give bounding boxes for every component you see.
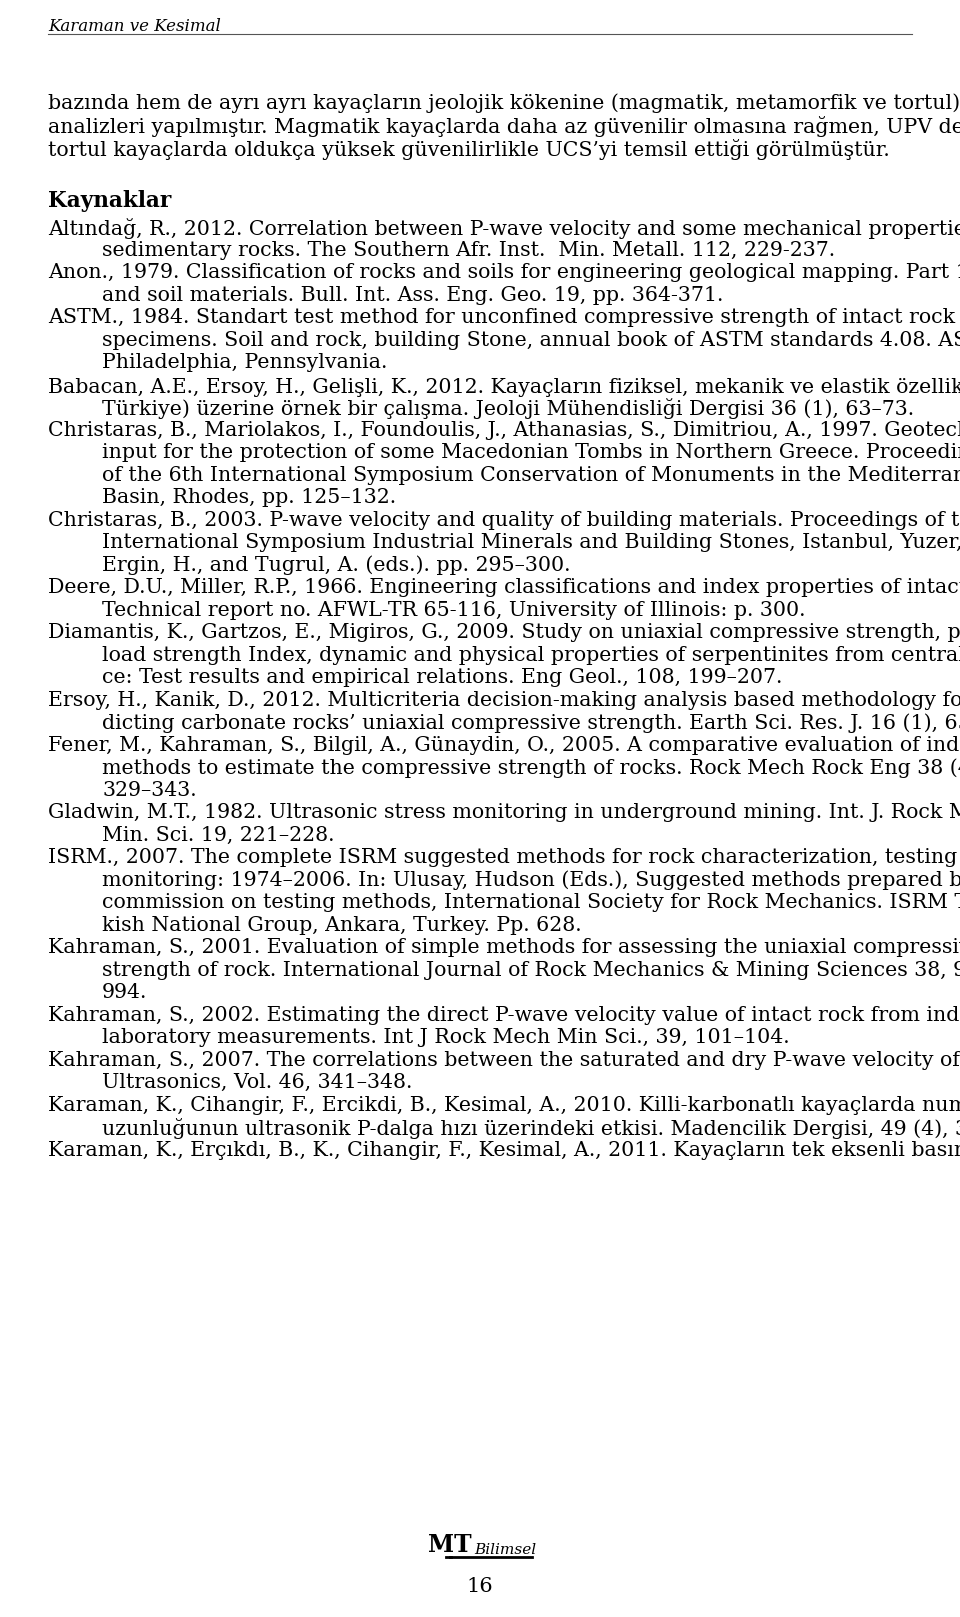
Text: load strength Index, dynamic and physical properties of serpentinites from centr: load strength Index, dynamic and physica… — [102, 645, 960, 665]
Text: monitoring: 1974–2006. In: Ulusay, Hudson (Eds.), Suggested methods prepared by : monitoring: 1974–2006. In: Ulusay, Hudso… — [102, 870, 960, 891]
Text: Altındağ, R., 2012. Correlation between P-wave velocity and some mechanical prop: Altındağ, R., 2012. Correlation between … — [48, 218, 960, 239]
Text: Basin, Rhodes, pp. 125–132.: Basin, Rhodes, pp. 125–132. — [102, 488, 396, 508]
Text: MT: MT — [428, 1533, 472, 1557]
Text: strength of rock. International Journal of Rock Mechanics & Mining Sciences 38, : strength of rock. International Journal … — [102, 960, 960, 980]
Text: Philadelphia, Pennsylvania.: Philadelphia, Pennsylvania. — [102, 353, 388, 372]
Text: Kahraman, S., 2001. Evaluation of simple methods for assessing the uniaxial comp: Kahraman, S., 2001. Evaluation of simple… — [48, 938, 960, 957]
Text: Kaynaklar: Kaynaklar — [48, 191, 171, 212]
Text: Ultrasonics, Vol. 46, 341–348.: Ultrasonics, Vol. 46, 341–348. — [102, 1074, 413, 1091]
Text: Anon., 1979. Classification of rocks and soils for engineering geological mappin: Anon., 1979. Classification of rocks and… — [48, 264, 960, 281]
Text: and soil materials. Bull. Int. Ass. Eng. Geo. 19, pp. 364-371.: and soil materials. Bull. Int. Ass. Eng.… — [102, 286, 724, 304]
Text: Bilimsel: Bilimsel — [474, 1543, 536, 1557]
Text: uzunluğunun ultrasonik P-dalga hızı üzerindeki etkisi. Madencilik Dergisi, 49 (4: uzunluğunun ultrasonik P-dalga hızı üzer… — [102, 1117, 960, 1138]
Text: ISRM., 2007. The complete ISRM suggested methods for rock characterization, test: ISRM., 2007. The complete ISRM suggested… — [48, 847, 960, 867]
Text: of the 6th International Symposium Conservation of Monuments in the Mediterranea: of the 6th International Symposium Conse… — [102, 466, 960, 485]
Text: input for the protection of some Macedonian Tombs in Northern Greece. Proceeding: input for the protection of some Macedon… — [102, 443, 960, 462]
Text: dicting carbonate rocks’ uniaxial compressive strength. Earth Sci. Res. J. 16 (1: dicting carbonate rocks’ uniaxial compre… — [102, 713, 960, 733]
Text: Karaman ve Kesimal: Karaman ve Kesimal — [48, 18, 221, 36]
Text: Babacan, A.E., Ersoy, H., Gelişli, K., 2012. Kayaçların fiziksel, mekanik ve ela: Babacan, A.E., Ersoy, H., Gelişli, K., 2… — [48, 375, 960, 396]
Text: Karaman, K., Cihangir, F., Ercikdi, B., Kesimal, A., 2010. Killi-karbonatlı kaya: Karaman, K., Cihangir, F., Ercikdi, B., … — [48, 1096, 960, 1114]
Text: Ergin, H., and Tugrul, A. (eds.). pp. 295–300.: Ergin, H., and Tugrul, A. (eds.). pp. 29… — [102, 556, 570, 576]
Text: Christaras, B., 2003. P-wave velocity and quality of building materials. Proceed: Christaras, B., 2003. P-wave velocity an… — [48, 511, 960, 529]
Text: laboratory measurements. Int J Rock Mech Min Sci., 39, 101–104.: laboratory measurements. Int J Rock Mech… — [102, 1028, 790, 1048]
Text: Fener, M., Kahraman, S., Bilgil, A., Günaydin, O., 2005. A comparative evaluatio: Fener, M., Kahraman, S., Bilgil, A., Gün… — [48, 736, 960, 755]
Text: 329–343.: 329–343. — [102, 781, 197, 799]
Text: kish National Group, Ankara, Turkey. Pp. 628.: kish National Group, Ankara, Turkey. Pp.… — [102, 915, 582, 935]
Text: Kahraman, S., 2007. The correlations between the saturated and dry P-wave veloci: Kahraman, S., 2007. The correlations bet… — [48, 1051, 960, 1069]
Text: Deere, D.U., Miller, R.P., 1966. Engineering classifications and index propertie: Deere, D.U., Miller, R.P., 1966. Enginee… — [48, 577, 960, 597]
Text: International Symposium Industrial Minerals and Building Stones, Istanbul, Yuzer: International Symposium Industrial Miner… — [102, 534, 960, 551]
Text: ASTM., 1984. Standart test method for unconfined compressive strength of intact : ASTM., 1984. Standart test method for un… — [48, 307, 960, 327]
Text: 994.: 994. — [102, 983, 148, 1003]
Text: tortul kayaçlarda oldukça yüksek güvenilirlikle UCS’yi temsil ettiği görülmüştür: tortul kayaçlarda oldukça yüksek güvenil… — [48, 139, 890, 160]
Text: Türkiye) üzerine örnek bir çalışma. Jeoloji Mühendisliği Dergisi 36 (1), 63–73.: Türkiye) üzerine örnek bir çalışma. Jeol… — [102, 398, 914, 419]
Text: Technical report no. AFWL-TR 65-116, University of Illinois: p. 300.: Technical report no. AFWL-TR 65-116, Uni… — [102, 600, 805, 619]
Text: Min. Sci. 19, 221–228.: Min. Sci. 19, 221–228. — [102, 826, 334, 844]
Text: ce: Test results and empirical relations. Eng Geol., 108, 199–207.: ce: Test results and empirical relations… — [102, 668, 782, 687]
Text: analizleri yapılmıştır. Magmatik kayaçlarda daha az güvenilir olmasına rağmen, U: analizleri yapılmıştır. Magmatik kayaçla… — [48, 116, 960, 137]
Text: bazında hem de ayrı ayrı kayaçların jeolojik kökenine (magmatik, metamorfik ve t: bazında hem de ayrı ayrı kayaçların jeol… — [48, 94, 960, 113]
Text: methods to estimate the compressive strength of rocks. Rock Mech Rock Eng 38 (4): methods to estimate the compressive stre… — [102, 758, 960, 778]
Text: specimens. Soil and rock, building Stone, annual book of ASTM standards 4.08. AS: specimens. Soil and rock, building Stone… — [102, 330, 960, 349]
Text: 16: 16 — [467, 1577, 493, 1596]
Text: sedimentary rocks. The Southern Afr. Inst.  Min. Metall. 112, 229-237.: sedimentary rocks. The Southern Afr. Ins… — [102, 241, 835, 259]
Text: commission on testing methods, International Society for Rock Mechanics. ISRM Tu: commission on testing methods, Internati… — [102, 893, 960, 912]
Text: Karaman, K., Erçıkdı, B., K., Cihangir, F., Kesimal, A., 2011. Kayaçların tek ek: Karaman, K., Erçıkdı, B., K., Cihangir, … — [48, 1140, 960, 1159]
Text: Ersoy, H., Kanik, D., 2012. Multicriteria decision-making analysis based methodo: Ersoy, H., Kanik, D., 2012. Multicriteri… — [48, 690, 960, 710]
Text: Christaras, B., Mariolakos, I., Foundoulis, J., Athanasias, S., Dimitriou, A., 1: Christaras, B., Mariolakos, I., Foundoul… — [48, 420, 960, 440]
Text: Kahraman, S., 2002. Estimating the direct P-wave velocity value of intact rock f: Kahraman, S., 2002. Estimating the direc… — [48, 1006, 960, 1025]
Text: Diamantis, K., Gartzos, E., Migiros, G., 2009. Study on uniaxial compressive str: Diamantis, K., Gartzos, E., Migiros, G.,… — [48, 623, 960, 642]
Text: Gladwin, M.T., 1982. Ultrasonic stress monitoring in underground mining. Int. J.: Gladwin, M.T., 1982. Ultrasonic stress m… — [48, 804, 960, 821]
